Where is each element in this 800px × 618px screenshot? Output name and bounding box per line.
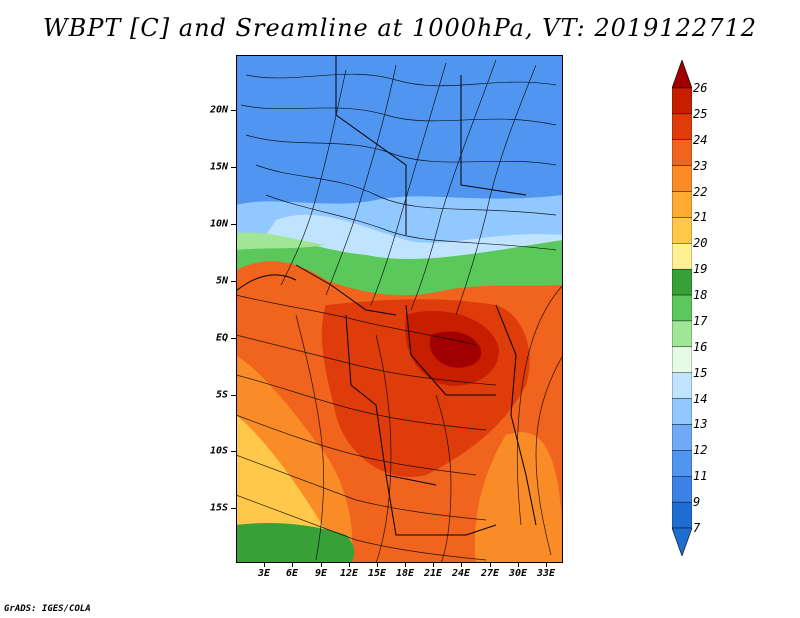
lat-label-15n: 15N bbox=[209, 161, 228, 173]
colorbar-label: 11 bbox=[693, 469, 708, 484]
lat-label-eq: EQ bbox=[215, 332, 228, 344]
lat-tick bbox=[231, 110, 236, 111]
streamlines bbox=[236, 59, 563, 563]
lon-tick bbox=[461, 563, 462, 567]
lon-tick bbox=[321, 563, 322, 567]
colorbar-swatch bbox=[672, 87, 692, 115]
colorbar-swatch bbox=[672, 139, 692, 166]
lon-tick bbox=[349, 563, 350, 567]
lon-label-6e: 6E bbox=[285, 568, 299, 579]
field-core-zone bbox=[429, 331, 482, 368]
lon-label-12e: 12E bbox=[339, 568, 359, 579]
lon-label-33e: 33E bbox=[536, 568, 556, 579]
country-borders bbox=[236, 55, 537, 536]
lat-tick bbox=[231, 508, 236, 509]
colorbar-swatch bbox=[672, 450, 692, 477]
lon-label-30e: 30E bbox=[508, 568, 528, 579]
colorbar-label: 14 bbox=[693, 391, 708, 406]
colorbar-label: 13 bbox=[693, 417, 708, 432]
lat-label-10n: 10N bbox=[209, 218, 228, 230]
colorbar-label: 15 bbox=[693, 365, 708, 380]
lon-tick bbox=[546, 563, 547, 567]
map-title: WBPT [C] and Sreamline at 1000hPa, VT: 2… bbox=[42, 14, 758, 42]
colorbar-swatch bbox=[672, 424, 692, 451]
colorbar-swatch bbox=[672, 372, 692, 399]
lat-tick bbox=[231, 338, 236, 339]
colorbar-swatch bbox=[672, 501, 692, 529]
colorbar-label: 19 bbox=[693, 262, 708, 277]
colorbar-label: 22 bbox=[693, 184, 708, 199]
lat-tick bbox=[231, 395, 236, 396]
colorbar-label: 18 bbox=[693, 288, 708, 303]
lon-tick bbox=[405, 563, 406, 567]
colorbar-label: 12 bbox=[693, 443, 708, 458]
colorbar-label: 17 bbox=[693, 313, 708, 328]
lat-tick bbox=[231, 281, 236, 282]
lon-tick bbox=[292, 563, 293, 567]
colorbar bbox=[672, 60, 692, 556]
lon-tick bbox=[490, 563, 491, 567]
lon-label-9e: 9E bbox=[314, 568, 328, 579]
lon-label-27e: 27E bbox=[480, 568, 500, 579]
lon-tick bbox=[433, 563, 434, 567]
colorbar-label: 26 bbox=[693, 81, 708, 95]
field-light-green-band bbox=[236, 232, 326, 250]
colorbar-swatch bbox=[672, 217, 692, 244]
lat-label-10s: 10S bbox=[209, 445, 228, 457]
colorbar-label: 21 bbox=[693, 210, 708, 225]
lon-tick bbox=[377, 563, 378, 567]
lon-label-15e: 15E bbox=[367, 568, 387, 579]
lat-tick bbox=[231, 224, 236, 225]
colorbar-bottom-arrow bbox=[672, 527, 692, 556]
lat-label-5n: 5N bbox=[215, 275, 228, 287]
colorbar-label: 23 bbox=[693, 158, 708, 173]
weather-map bbox=[236, 55, 563, 563]
lon-tick bbox=[518, 563, 519, 567]
colorbar-swatch bbox=[672, 320, 692, 348]
colorbar-label: 24 bbox=[693, 132, 708, 147]
lat-label-20n: 20N bbox=[209, 104, 228, 116]
colorbar-swatch bbox=[672, 398, 692, 425]
colorbar-label: 9 bbox=[693, 495, 701, 510]
colorbar-top-arrow bbox=[672, 60, 692, 89]
lat-label-15s: 15S bbox=[209, 502, 228, 514]
colorbar-swatch bbox=[672, 268, 692, 296]
colorbar-label: 16 bbox=[693, 339, 708, 354]
colorbar-swatch bbox=[672, 113, 692, 140]
colorbar-swatch bbox=[672, 476, 692, 503]
colorbar-swatch bbox=[672, 191, 692, 218]
colorbar-swatch bbox=[672, 346, 692, 373]
lon-label-3e: 3E bbox=[257, 568, 271, 579]
lon-tick bbox=[264, 563, 265, 567]
lon-label-24e: 24E bbox=[451, 568, 471, 579]
colorbar-label: 20 bbox=[693, 236, 708, 251]
colorbar-swatch bbox=[672, 294, 692, 322]
colorbar-swatch bbox=[672, 243, 692, 270]
colorbar-label: 7 bbox=[693, 521, 701, 535]
field-sw-green bbox=[236, 523, 355, 563]
lat-label-5s: 5S bbox=[215, 389, 228, 401]
lat-tick bbox=[231, 451, 236, 452]
colorbar-label: 25 bbox=[693, 106, 708, 121]
credit-text: GrADS: IGES/COLA bbox=[4, 604, 91, 614]
lat-tick bbox=[231, 167, 236, 168]
lon-label-21e: 21E bbox=[423, 568, 443, 579]
colorbar-swatch bbox=[672, 165, 692, 192]
lon-label-18e: 18E bbox=[395, 568, 415, 579]
